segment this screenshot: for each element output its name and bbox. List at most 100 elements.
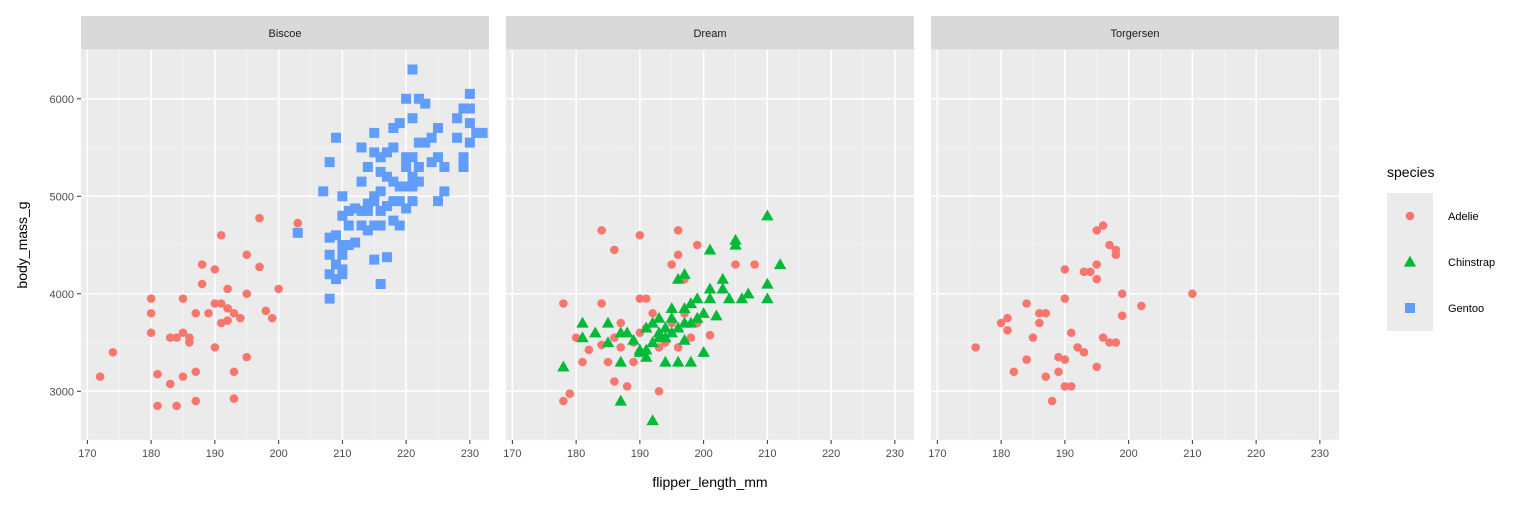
data-point-adelie bbox=[223, 304, 232, 313]
data-point-gentoo bbox=[331, 259, 341, 270]
data-point-gentoo bbox=[388, 196, 399, 207]
data-point-chinstrap bbox=[640, 350, 653, 362]
data-point-adelie bbox=[242, 352, 252, 362]
x-tick-label: 220 bbox=[1247, 448, 1265, 460]
data-point-adelie bbox=[559, 396, 568, 406]
x-tick-label: 230 bbox=[1311, 448, 1329, 460]
data-point-gentoo bbox=[426, 132, 437, 143]
data-point-chinstrap bbox=[710, 309, 723, 321]
data-point-adelie bbox=[1028, 333, 1038, 342]
data-point-chinstrap bbox=[761, 292, 774, 304]
data-point-adelie bbox=[1092, 260, 1102, 269]
data-point-adelie bbox=[1035, 318, 1044, 328]
legend-symbol-adelie bbox=[1405, 211, 1415, 221]
data-point-adelie bbox=[584, 345, 594, 355]
data-point-adelie bbox=[1079, 267, 1089, 277]
data-point-adelie bbox=[229, 394, 239, 403]
data-point-adelie bbox=[210, 343, 220, 352]
data-point-gentoo bbox=[458, 152, 469, 163]
data-point-chinstrap bbox=[627, 333, 640, 345]
data-point-chinstrap bbox=[646, 336, 659, 348]
data-point-gentoo bbox=[356, 205, 367, 216]
data-point-gentoo bbox=[388, 215, 399, 226]
data-point-gentoo bbox=[343, 220, 354, 231]
data-point-adelie bbox=[1188, 289, 1197, 299]
data-point-adelie bbox=[191, 367, 201, 377]
data-point-adelie bbox=[191, 396, 201, 406]
data-point-adelie bbox=[197, 260, 207, 269]
data-point-gentoo bbox=[413, 176, 424, 187]
data-point-chinstrap bbox=[671, 321, 685, 333]
data-point-adelie bbox=[108, 347, 118, 357]
data-point-adelie bbox=[1086, 267, 1095, 277]
data-point-chinstrap bbox=[684, 297, 698, 309]
data-point-adelie bbox=[153, 369, 162, 379]
data-point-adelie bbox=[216, 230, 226, 240]
data-point-gentoo bbox=[471, 127, 482, 138]
data-point-chinstrap bbox=[729, 238, 742, 250]
data-point-chinstrap bbox=[640, 321, 653, 333]
data-point-adelie bbox=[1105, 240, 1114, 250]
data-point-gentoo bbox=[464, 88, 475, 99]
data-point-adelie bbox=[1098, 221, 1108, 230]
y-axis-title: body_mass_g bbox=[14, 201, 30, 288]
data-point-gentoo bbox=[401, 203, 412, 214]
data-point-adelie bbox=[95, 372, 105, 381]
data-point-adelie bbox=[146, 328, 156, 338]
data-point-adelie bbox=[1092, 274, 1102, 284]
data-point-chinstrap bbox=[684, 316, 698, 328]
data-point-adelie bbox=[565, 389, 575, 398]
facet-label: Biscoe bbox=[268, 28, 301, 40]
data-point-chinstrap bbox=[671, 272, 685, 284]
data-point-gentoo bbox=[331, 230, 341, 241]
data-point-adelie bbox=[293, 218, 303, 228]
legend-symbol-chinstrap bbox=[1403, 255, 1417, 267]
data-point-gentoo bbox=[401, 93, 412, 104]
data-point-chinstrap bbox=[716, 282, 729, 294]
data-point-adelie bbox=[667, 260, 677, 269]
data-point-gentoo bbox=[433, 123, 443, 133]
data-point-gentoo bbox=[337, 191, 348, 202]
data-point-adelie bbox=[229, 308, 239, 318]
data-point-gentoo bbox=[401, 162, 412, 172]
data-point-chinstrap bbox=[659, 321, 672, 333]
legend-label-chinstrap: Chinstrap bbox=[1448, 257, 1495, 269]
data-point-adelie bbox=[731, 260, 740, 269]
data-point-adelie bbox=[597, 299, 606, 308]
data-point-adelie bbox=[629, 357, 638, 367]
data-point-chinstrap bbox=[659, 355, 672, 367]
x-tick-label: 210 bbox=[758, 448, 776, 460]
data-point-gentoo bbox=[407, 196, 418, 207]
data-point-adelie bbox=[1111, 338, 1121, 347]
data-point-gentoo bbox=[375, 152, 386, 163]
x-tick-label: 190 bbox=[206, 448, 224, 460]
data-point-adelie bbox=[274, 284, 283, 294]
legend-label-adelie: Adelie bbox=[1448, 211, 1479, 223]
data-point-gentoo bbox=[394, 220, 405, 231]
data-point-gentoo bbox=[375, 279, 386, 289]
data-point-gentoo bbox=[388, 142, 399, 153]
x-tick-label: 220 bbox=[397, 448, 415, 460]
data-point-chinstrap bbox=[576, 331, 589, 343]
data-point-gentoo bbox=[362, 198, 373, 209]
data-point-adelie bbox=[146, 294, 156, 303]
y-tick-label: 3000 bbox=[50, 386, 74, 398]
facet-label: Dream bbox=[693, 28, 726, 40]
data-point-adelie bbox=[153, 401, 162, 411]
data-point-adelie bbox=[673, 226, 683, 235]
data-point-gentoo bbox=[382, 201, 392, 211]
data-point-gentoo bbox=[337, 210, 348, 221]
data-point-adelie bbox=[603, 357, 613, 367]
data-point-adelie bbox=[165, 333, 175, 342]
facet-strip-biscoe bbox=[81, 16, 489, 50]
data-point-gentoo bbox=[394, 181, 405, 192]
x-tick-label: 230 bbox=[886, 448, 904, 460]
data-point-gentoo bbox=[458, 103, 469, 114]
data-point-gentoo bbox=[375, 166, 386, 177]
data-point-adelie bbox=[641, 294, 651, 303]
data-point-adelie bbox=[654, 386, 664, 396]
data-point-gentoo bbox=[420, 98, 431, 109]
data-point-gentoo bbox=[426, 157, 437, 168]
data-point-gentoo bbox=[324, 157, 335, 168]
data-point-gentoo bbox=[464, 118, 475, 129]
